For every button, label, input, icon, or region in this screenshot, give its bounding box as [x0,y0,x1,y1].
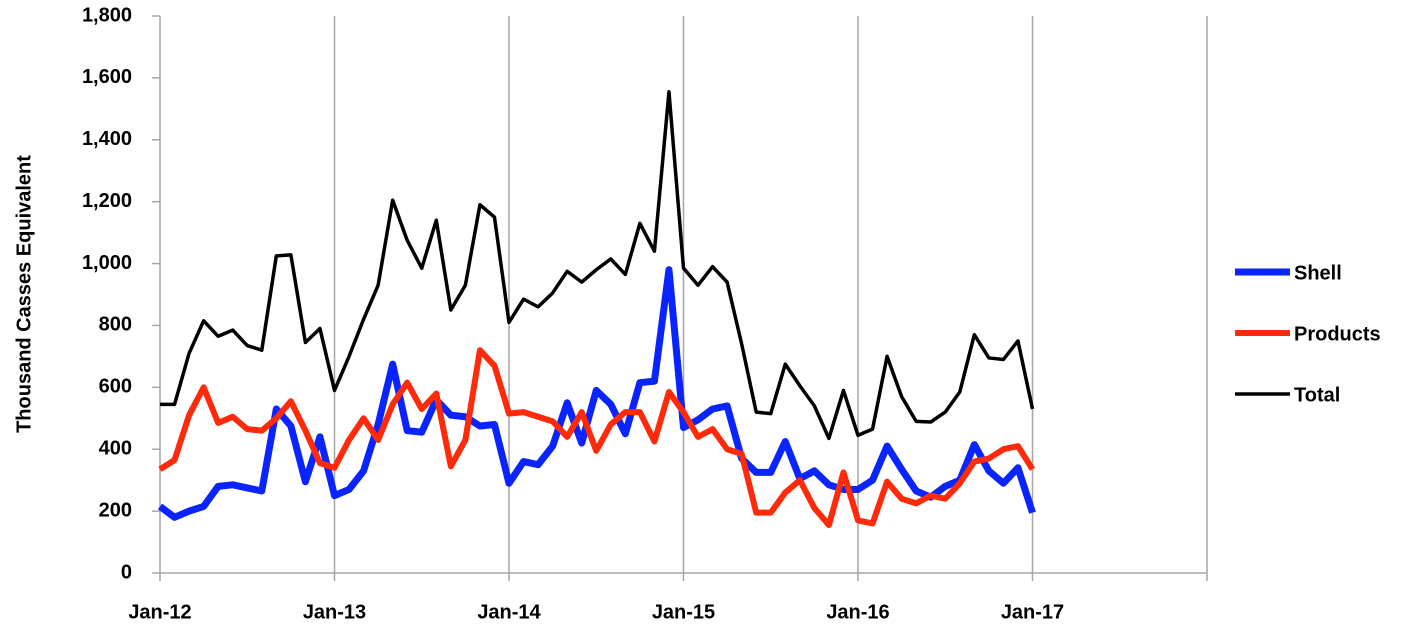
legend-label: Products [1294,323,1381,345]
y-tick-label: 1,000 [82,252,132,274]
y-tick-label: 600 [99,376,132,398]
y-tick-label: 1,600 [82,66,132,88]
line-series [157,266,1036,521]
line-series [158,347,1036,529]
y-tick-label: 1,800 [82,4,132,26]
y-tick-label: 400 [99,438,132,460]
x-tick-label: Jan-13 [303,601,366,623]
y-tick-label: 0 [121,561,132,583]
x-tick-label: Jan-14 [477,601,541,623]
legend-label: Shell [1294,262,1342,284]
x-tick-label: Jan-17 [1001,601,1064,623]
y-tick-label: 1,200 [82,190,132,212]
y-tick-label: 800 [99,314,132,336]
y-axis-title: Thousand Casses Equivalent [13,155,35,433]
x-tick-label: Jan-15 [652,601,715,623]
y-tick-label: 1,400 [82,128,132,150]
x-tick-label: Jan-12 [128,601,191,623]
legend-label: Total [1294,384,1340,406]
x-tick-label: Jan-16 [826,601,889,623]
line-series [160,90,1035,441]
y-tick-label: 200 [99,499,132,521]
